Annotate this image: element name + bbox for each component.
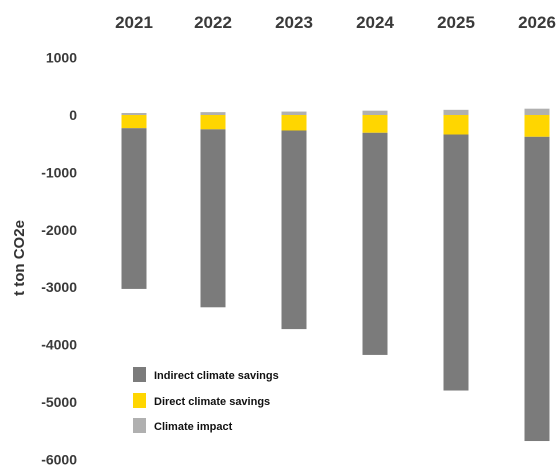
year-label-2023: 2023 (275, 13, 313, 32)
bar-group-2024 (362, 110, 388, 355)
bar-indirect-savings-2024 (362, 132, 388, 355)
bar-climate-impact-2026 (524, 108, 550, 115)
bar-direct-savings-2026 (524, 115, 550, 137)
year-label-2026: 2026 (518, 13, 556, 32)
bar-climate-impact-2021 (121, 112, 147, 115)
bar-group-2022 (200, 112, 226, 308)
bar-direct-savings-2025 (443, 115, 469, 135)
y-tick-label: -5000 (41, 394, 77, 410)
bar-direct-savings-2022 (200, 115, 226, 130)
bar-climate-impact-2023 (281, 111, 307, 115)
bar-group-2026 (524, 108, 550, 442)
y-tick-label: -6000 (41, 451, 77, 466)
bar-climate-impact-2024 (362, 110, 388, 115)
legend-item: Direct climate savings (133, 393, 270, 408)
bar-indirect-savings-2021 (121, 128, 147, 289)
legend-item: Climate impact (133, 418, 233, 433)
y-tick-label: 0 (69, 107, 77, 123)
year-label-2021: 2021 (115, 13, 153, 32)
bar-group-2023 (281, 111, 307, 330)
bar-direct-savings-2023 (281, 115, 307, 131)
bar-direct-savings-2024 (362, 115, 388, 133)
y-tick-label: 1000 (46, 50, 77, 66)
y-tick-label: -1000 (41, 164, 77, 180)
year-label-2024: 2024 (356, 13, 394, 32)
legend-item: Indirect climate savings (133, 367, 279, 382)
category-labels: 2021 2022 2023 2024 2025 2026 (115, 13, 556, 32)
legend-label: Climate impact (154, 421, 233, 433)
bar-group-2021 (121, 112, 147, 289)
legend-swatch (133, 393, 146, 408)
bar-indirect-savings-2022 (200, 129, 226, 308)
legend-label: Direct climate savings (154, 396, 270, 408)
year-label-2025: 2025 (437, 13, 475, 32)
legend-swatch (133, 418, 146, 433)
y-tick-labels: 1000 0 -1000 -2000 -3000 -4000 -5000 -6000 (41, 50, 77, 466)
bar-direct-savings-2021 (121, 115, 147, 129)
y-tick-label: -2000 (41, 222, 77, 238)
bar-climate-impact-2022 (200, 112, 226, 115)
year-label-2022: 2022 (194, 13, 232, 32)
y-axis-title: t ton CO2e (11, 220, 28, 296)
bars (121, 108, 550, 442)
y-tick-label: -4000 (41, 337, 77, 353)
bar-indirect-savings-2023 (281, 130, 307, 330)
bar-indirect-savings-2025 (443, 134, 469, 391)
legend-label: Indirect climate savings (154, 370, 279, 382)
legend: Indirect climate savings Direct climate s… (133, 367, 279, 433)
bar-group-2025 (443, 109, 469, 391)
bar-indirect-savings-2026 (524, 136, 550, 442)
legend-swatch (133, 367, 146, 382)
y-tick-label: -3000 (41, 279, 77, 295)
bar-climate-impact-2025 (443, 109, 469, 115)
